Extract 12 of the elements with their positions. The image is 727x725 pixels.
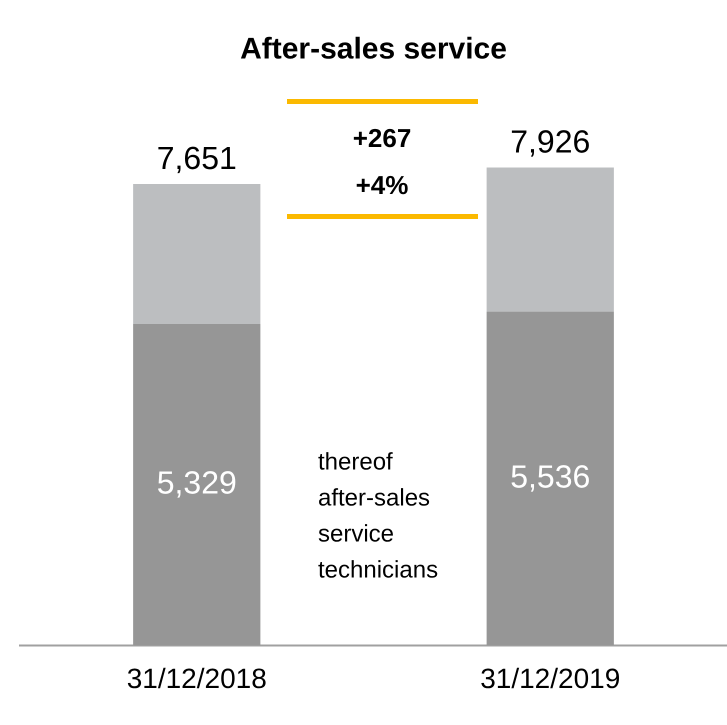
data-label: 5,329 <box>156 464 237 501</box>
bar <box>486 167 614 312</box>
bar <box>133 184 260 324</box>
x-tick-label: 31/12/2019 <box>480 662 620 694</box>
annotation: thereof after-sales service technicians <box>318 448 438 584</box>
annotation: +4% <box>356 170 408 200</box>
total-label: 7,926 <box>510 123 590 160</box>
chart-title: After-sales service <box>240 32 507 66</box>
text: +267 <box>352 123 412 154</box>
x-tick-label: 31/12/2018 <box>126 662 267 694</box>
total-label: 7,651 <box>156 140 237 176</box>
data-label: 5,536 <box>510 458 590 494</box>
